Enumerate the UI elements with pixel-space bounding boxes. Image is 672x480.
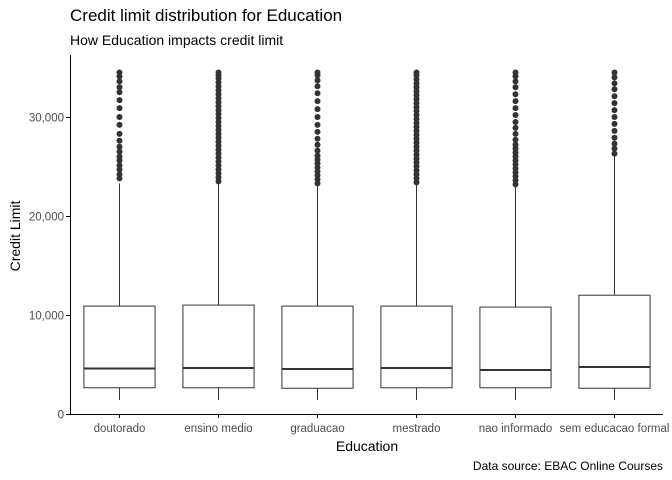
outlier-point: [116, 171, 123, 178]
outlier-point: [512, 84, 519, 91]
outlier-point: [512, 130, 519, 137]
chart-title: Credit limit distribution for Education: [70, 6, 343, 25]
iqr-box: [479, 306, 552, 389]
outlier-point: [512, 98, 519, 105]
y-tick-label: 10,000: [29, 311, 64, 323]
box-sem-educacao-formal: [578, 69, 651, 401]
x-axis-title: Education: [336, 438, 398, 454]
outlier-point: [512, 69, 519, 76]
outlier-point: [512, 78, 519, 85]
outlier-point: [611, 86, 618, 93]
outlier-point: [314, 90, 321, 97]
x-tick-label: mestrado: [393, 423, 441, 435]
outlier-point: [611, 127, 618, 134]
outlier-point: [215, 69, 222, 76]
iqr-box: [281, 305, 354, 389]
outlier-point: [611, 145, 618, 152]
outlier-point: [116, 130, 123, 137]
outlier-point: [314, 128, 321, 135]
outlier-point: [611, 150, 618, 157]
x-tick-label: ensino medio: [184, 423, 252, 435]
chart-caption: Data source: EBAC Online Courses: [472, 459, 663, 473]
box-graduacao: [281, 69, 354, 401]
y-axis-title: Credit Limit: [7, 200, 23, 271]
box-series: [83, 69, 651, 401]
outlier-point: [116, 89, 123, 96]
y-axis-ticks: 0 10,000 20,000 30,000: [29, 113, 70, 422]
x-tick-label: nao informado: [479, 423, 553, 435]
outlier-point: [611, 140, 618, 147]
outlier-point: [611, 74, 618, 81]
outlier-point: [116, 153, 123, 160]
outlier-point: [512, 118, 519, 125]
outlier-point: [314, 152, 321, 159]
outlier-point: [314, 83, 321, 90]
outlier-point: [314, 77, 321, 84]
outlier-point: [314, 141, 321, 148]
outlier-point: [314, 114, 321, 120]
outlier-point: [611, 100, 618, 107]
outlier-point: [611, 107, 618, 114]
outlier-point: [116, 78, 123, 85]
chart-subtitle: How Education impacts credit limit: [70, 32, 284, 48]
outlier-point: [116, 148, 123, 155]
outlier-point: [314, 98, 321, 105]
outlier-point: [611, 80, 618, 87]
outlier-point: [611, 93, 618, 100]
x-axis-ticks: doutorado ensino medio graduacao mestrado na…: [94, 414, 670, 435]
outlier-point: [512, 91, 519, 98]
y-tick-label: 0: [58, 410, 64, 422]
outlier-point: [314, 135, 321, 142]
outlier-point: [116, 84, 123, 91]
outlier-point: [314, 121, 321, 128]
iqr-box: [182, 304, 255, 389]
outlier-point: [512, 141, 519, 148]
outlier-point: [116, 105, 123, 112]
box-ensino-medio: [182, 69, 255, 401]
outlier-point: [512, 105, 519, 112]
outlier-point: [611, 134, 618, 141]
x-tick-label: sem educacao formal: [560, 423, 670, 435]
outlier-point: [116, 97, 123, 104]
outlier-point: [611, 114, 618, 120]
outlier-point: [314, 69, 321, 76]
box-mestrado: [380, 69, 453, 401]
box-nao-informado: [479, 69, 552, 401]
outlier-point: [116, 121, 123, 128]
iqr-box: [83, 305, 156, 389]
outlier-point: [314, 147, 321, 154]
outlier-point: [116, 137, 123, 144]
box-doutorado: [83, 69, 156, 401]
outlier-point: [116, 143, 123, 150]
outlier-point: [314, 106, 321, 113]
y-tick-label: 20,000: [29, 212, 64, 224]
outlier-point: [611, 69, 618, 76]
outlier-point: [116, 114, 123, 120]
outlier-point: [512, 112, 519, 119]
outlier-point: [611, 120, 618, 127]
x-tick-label: graduacao: [290, 423, 344, 435]
iqr-box: [380, 305, 453, 389]
y-tick-label: 30,000: [29, 113, 64, 125]
outlier-point: [116, 69, 123, 76]
x-tick-label: doutorado: [94, 423, 146, 435]
outlier-point: [512, 124, 519, 131]
iqr-box: [578, 294, 651, 389]
outlier-point: [116, 162, 123, 169]
outlier-point: [413, 69, 420, 76]
outlier-point: [512, 136, 519, 143]
